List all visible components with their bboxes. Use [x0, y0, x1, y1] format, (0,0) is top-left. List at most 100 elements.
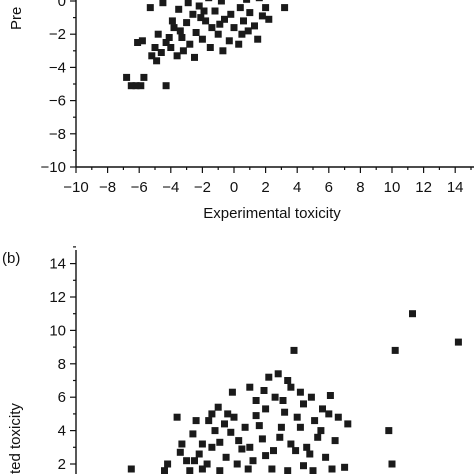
panel-a-point-24: [205, 0, 213, 2]
panel-b-point-56: [127, 465, 135, 473]
panel-b-point-0: [409, 310, 416, 318]
panel-b-point-55: [161, 467, 168, 474]
panel-a-x-tick-label-1: −8: [99, 179, 116, 196]
panel-a-x-tick-label-6: 2: [261, 179, 269, 196]
panel-b-point-8: [228, 388, 236, 396]
panel-b-point-64: [230, 413, 238, 421]
panel-a-point-11: [157, 49, 165, 56]
panel-a-point-58: [244, 27, 252, 35]
panel-b-point-63: [252, 397, 260, 404]
panel-a-point-60: [197, 14, 205, 22]
panel-b-point-42: [331, 437, 339, 445]
panel-a-point-47: [191, 53, 198, 61]
panel-b-point-19: [281, 408, 289, 416]
panel-b-y-tick-label-2: 6: [58, 389, 66, 406]
panel-a-point-25: [208, 24, 216, 32]
panel-a-point-44: [159, 0, 167, 7]
panel-b-point-78: [279, 397, 287, 404]
panel-a-y-tick-label-5: −10: [41, 159, 66, 176]
panel-a-point-63: [176, 27, 184, 35]
panel-b-point-44: [311, 417, 319, 425]
panel-b-point-62: [274, 370, 282, 378]
panel-b-point-58: [328, 465, 336, 473]
panel-b-point-67: [198, 440, 206, 448]
panel-b-point-61: [284, 377, 292, 384]
panel-a-point-59: [258, 12, 266, 20]
panel-a-x-tick-label-12: 14: [447, 179, 464, 196]
panel-a-y-tick-label-0: 0: [58, 0, 66, 10]
panel-a-x-tick-label-7: 4: [293, 179, 301, 196]
panel-a-x-tick-label-10: 10: [384, 179, 401, 196]
panel-b-point-59: [309, 467, 317, 474]
panel-a-x-tick-label-9: 8: [356, 179, 364, 196]
panel-a-y-tick-label-1: −2: [49, 26, 66, 43]
panel-b-point-18: [271, 393, 279, 401]
panel-a-point-35: [240, 17, 247, 25]
panel-b-label: (b): [2, 250, 20, 267]
panel-b-point-68: [191, 457, 198, 465]
panel-a-point-43: [146, 4, 154, 12]
panel-b-point-11: [173, 413, 181, 421]
panel-a-x-tick-label-8: 6: [325, 179, 333, 196]
panel-a-point-12: [162, 39, 170, 46]
panel-b-point-24: [314, 433, 322, 441]
panel-b-point-48: [252, 412, 260, 420]
panel-b-point-6: [290, 346, 298, 354]
panel-a-point-37: [246, 9, 254, 17]
panel-a-point-27: [214, 30, 222, 38]
panel-b-point-26: [292, 447, 300, 455]
panel-a-point-22: [198, 35, 206, 43]
panel-b-point-4: [388, 460, 396, 468]
panel-b-point-79: [260, 387, 268, 394]
panel-b-point-75: [317, 427, 325, 435]
panel-b-point-50: [227, 428, 235, 436]
panel-b-point-20: [296, 388, 304, 396]
panel-b-point-81: [208, 410, 216, 418]
panel-b-point-31: [222, 453, 230, 461]
panel-a-y-tick-label-2: −4: [49, 59, 66, 76]
panel-b-point-76: [325, 410, 333, 418]
panel-b-point-72: [270, 447, 277, 455]
panel-a-x-tick-label-5: 0: [230, 179, 238, 196]
panel-a-point-10: [154, 30, 162, 38]
panel-a-point-15: [173, 52, 181, 60]
panel-b-point-37: [244, 465, 252, 473]
panel-a-point-26: [211, 7, 219, 15]
panel-b-point-35: [198, 465, 206, 473]
panel-b-point-77: [296, 423, 304, 431]
panel-b-point-1: [454, 338, 462, 346]
panel-b-point-82: [192, 417, 200, 425]
panel-a-point-40: [262, 4, 270, 12]
panel-b-point-22: [319, 405, 326, 413]
panel-a-point-55: [184, 0, 192, 7]
panel-b-point-69: [233, 460, 241, 468]
panel-a-x-tick-label-11: 12: [415, 179, 432, 196]
panel-b-point-65: [224, 410, 232, 418]
panel-b-point-46: [277, 423, 285, 431]
panel-a-point-2: [132, 82, 140, 90]
panel-a-point-20: [192, 29, 200, 36]
panel-a-point-29: [221, 15, 228, 23]
panel-a-point-42: [281, 4, 289, 12]
panel-b-y-ticks: 2 4 6 8 10 12 14: [49, 246, 76, 473]
panel-b-point-54: [178, 440, 186, 448]
panel-b-point-25: [303, 443, 311, 451]
panel-a-point-31: [227, 10, 235, 18]
panel-a-y-axis-title: Pre: [8, 7, 25, 30]
panel-b-point-30: [238, 445, 246, 453]
panel-b-point-80: [221, 420, 228, 428]
panel-a-x-tick-label-0: −10: [63, 179, 88, 196]
panel-b-y-tick-label-5: 12: [49, 289, 66, 306]
panel-b-point-38: [268, 465, 276, 473]
panel-b-point-9: [205, 417, 213, 425]
panel-a-point-36: [243, 0, 251, 3]
panel-a-x-ticks: −10 −8 −6 −4 −2 0 2 4 6 8 10 12 14: [63, 167, 472, 196]
panel-b-point-27: [276, 433, 284, 441]
panel-b-point-7: [287, 383, 295, 391]
panel-b-y-tick-label-1: 4: [58, 423, 66, 440]
panel-b-point-12: [265, 373, 273, 381]
panel-a-point-18: [186, 40, 194, 48]
panel-a-point-5: [162, 82, 170, 90]
panel-a-point-9: [151, 44, 159, 51]
panel-a-point-65: [265, 15, 273, 23]
